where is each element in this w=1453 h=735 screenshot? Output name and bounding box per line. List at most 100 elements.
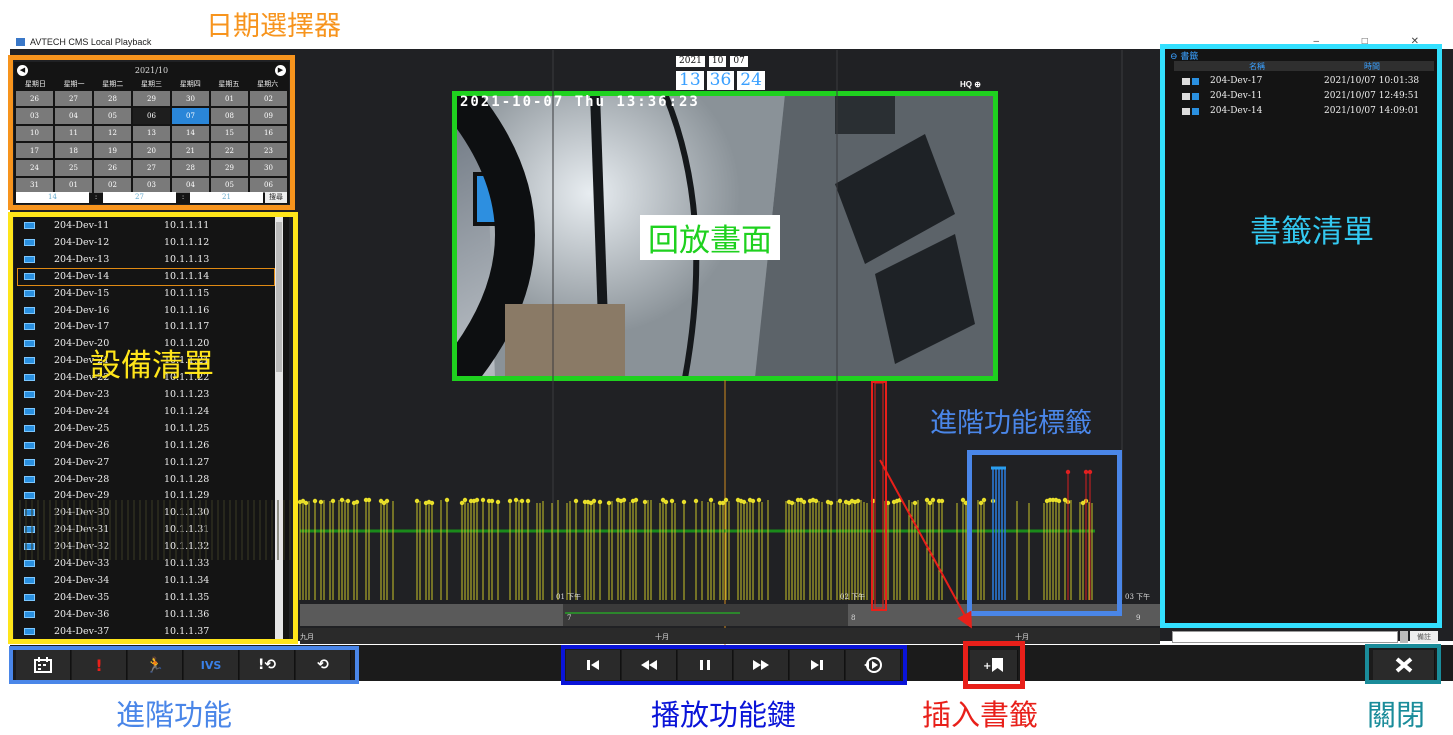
calendar-day[interactable]: 21 [172,142,209,159]
calendar-day[interactable]: 03 [133,177,170,193]
device-row[interactable]: 204-Dev-31 10.1.1.31 [18,522,274,538]
device-row[interactable]: 204-Dev-22 10.1.1.22 [18,370,274,386]
device-row[interactable]: 204-Dev-12 10.1.1.12 [18,235,274,251]
replay-icon[interactable] [846,650,901,680]
device-row[interactable]: 204-Dev-30 10.1.1.30 [18,505,274,521]
calendar-day[interactable]: 02 [250,91,287,107]
calendar-day[interactable]: 03 [16,108,53,124]
calendar-day[interactable]: 01 [55,177,92,193]
calendar-day[interactable]: 30 [250,160,287,176]
calendar-day[interactable]: 04 [55,108,92,124]
calendar-day[interactable]: 17 [16,142,53,159]
calendar-day[interactable]: 22 [211,142,248,159]
skip-forward-icon[interactable] [790,650,845,680]
calendar-day[interactable]: 23 [250,142,287,159]
calendar-day[interactable]: 24 [16,160,53,176]
pause-icon[interactable] [678,650,733,680]
device-row[interactable]: 204-Dev-25 10.1.1.25 [18,421,274,437]
time-second[interactable]: 24 [737,71,765,90]
fast-forward-icon[interactable] [734,650,789,680]
calendar-day[interactable]: 19 [94,142,131,159]
calendar-day[interactable]: 10 [16,125,53,141]
skip-back-icon[interactable] [566,650,621,680]
bookmark-panel-title[interactable]: ⊖ 書籤 [1170,52,1199,62]
search-button[interactable]: 搜尋 [265,192,287,203]
device-row[interactable]: 204-Dev-16 10.1.1.16 [18,303,274,319]
date-year[interactable]: 2021 [676,56,705,67]
calendar-day[interactable]: 26 [94,160,131,176]
next-month-icon[interactable]: ▶ [275,65,286,76]
calendar-day[interactable]: 14 [172,125,209,141]
calendar-day[interactable]: 12 [94,125,131,141]
bookmark-row[interactable]: 204-Dev-17 2021/10/07 10:01:38 [1178,75,1438,89]
device-row[interactable]: 204-Dev-36 10.1.1.36 [18,607,274,623]
device-row[interactable]: 204-Dev-35 10.1.1.35 [18,590,274,606]
remark-button[interactable]: 備註 [1410,631,1438,643]
alarm-search-icon[interactable]: !⟲ [240,650,295,680]
calendar-day[interactable]: 27 [55,91,92,107]
device-row[interactable]: 204-Dev-11 10.1.1.11 [18,218,274,234]
motion-event-icon[interactable]: 🏃 [128,650,183,680]
device-row[interactable]: 204-Dev-26 10.1.1.26 [18,438,274,454]
bookmark-delete-icon[interactable] [1192,93,1199,100]
calendar-day[interactable]: 20 [133,142,170,159]
device-row[interactable]: 204-Dev-27 10.1.1.27 [18,455,274,471]
calendar-day[interactable]: 25 [55,160,92,176]
device-row[interactable]: 204-Dev-23 10.1.1.23 [18,387,274,403]
calendar-day[interactable]: 01 [211,91,248,107]
calendar-day[interactable]: 18 [55,142,92,159]
remark-dropdown-button[interactable] [1400,631,1408,643]
calendar-day[interactable]: 06 [250,177,287,193]
time-minute[interactable]: 36 [706,71,735,90]
device-row[interactable]: 204-Dev-13 10.1.1.13 [18,252,274,268]
bookmark-play-icon[interactable] [1182,78,1190,85]
calendar-day[interactable]: 27 [133,160,170,176]
date-month[interactable]: 10 [708,56,727,67]
hour-input[interactable]: 14 [16,192,89,203]
time-hour[interactable]: 13 [676,71,704,90]
device-row[interactable]: 204-Dev-37 10.1.1.37 [18,624,274,640]
ivs-button[interactable]: IVS [184,650,239,680]
device-row[interactable]: 204-Dev-24 10.1.1.24 [18,404,274,420]
hq-zoom-icon[interactable]: HQ ⊕ [960,80,981,89]
scrollbar-thumb[interactable] [276,222,282,372]
calendar-day[interactable]: 30 [172,91,209,107]
close-icon[interactable] [1373,650,1435,680]
device-row[interactable]: 204-Dev-28 10.1.1.28 [18,472,274,488]
device-row[interactable]: 204-Dev-29 10.1.1.29 [18,488,274,504]
rewind-icon[interactable] [622,650,677,680]
date-day[interactable]: 07 [730,56,748,67]
event-search-icon[interactable]: ⟲ [296,650,351,680]
calendar-day[interactable]: 05 [211,177,248,193]
alarm-event-icon[interactable]: ! [72,650,127,680]
calendar-day[interactable]: 02 [94,177,131,193]
calendar-day[interactable]: 09 [250,108,287,124]
prev-month-icon[interactable]: ◀ [17,65,28,76]
insert-bookmark-icon[interactable]: + [970,650,1018,680]
calendar-day[interactable]: 16 [250,125,287,141]
bookmark-play-icon[interactable] [1182,108,1190,115]
calendar-day[interactable]: 31 [16,177,53,193]
calendar-day[interactable]: 26 [16,91,53,107]
device-list-scrollbar[interactable] [275,216,283,640]
bookmark-row[interactable]: 204-Dev-11 2021/10/07 12:49:51 [1178,90,1438,104]
bookmark-play-icon[interactable] [1182,93,1190,100]
calendar-day[interactable]: 11 [55,125,92,141]
device-row[interactable]: 204-Dev-32 10.1.1.32 [18,539,274,555]
calendar-day[interactable]: 28 [172,160,209,176]
calendar-day[interactable]: 06 [133,108,170,124]
calendar-day[interactable]: 04 [172,177,209,193]
calendar-day[interactable]: 13 [133,125,170,141]
calendar-day[interactable]: 28 [94,91,131,107]
bookmark-delete-icon[interactable] [1192,108,1199,115]
calendar-icon[interactable] [16,650,71,680]
device-row[interactable]: 204-Dev-33 10.1.1.33 [18,556,274,572]
device-row[interactable]: 204-Dev-17 10.1.1.17 [18,319,274,335]
device-row[interactable]: 204-Dev-21 10.1.1.21 [18,353,274,369]
calendar-day[interactable]: 05 [94,108,131,124]
device-row[interactable]: 204-Dev-15 10.1.1.15 [18,286,274,302]
calendar-day[interactable]: 08 [211,108,248,124]
bookmark-remark-input[interactable] [1172,631,1398,643]
calendar-day[interactable]: 29 [133,91,170,107]
